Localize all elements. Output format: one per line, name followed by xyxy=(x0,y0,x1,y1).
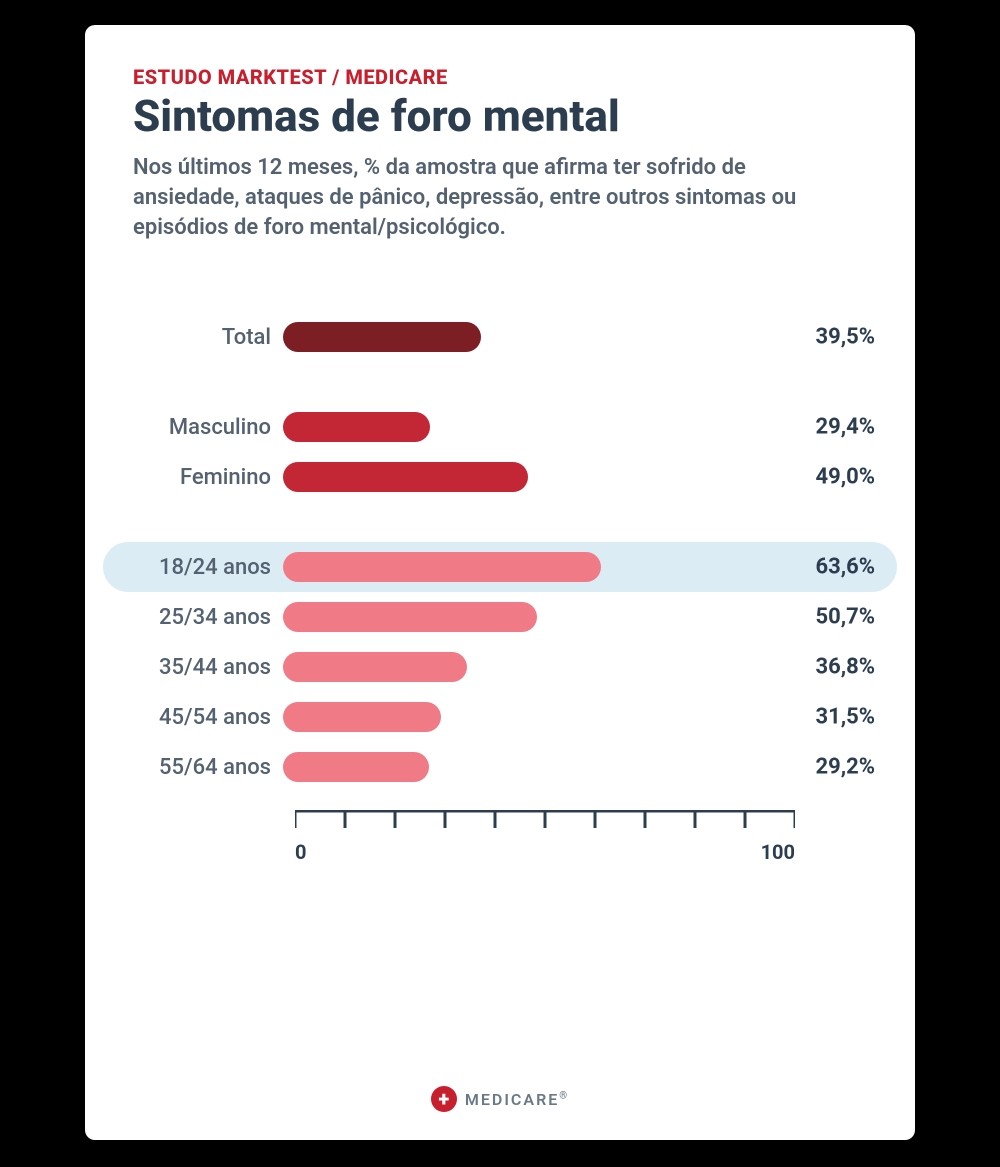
chart-row: 18/24 anos 63,6% xyxy=(103,542,897,592)
bar-track xyxy=(283,312,783,362)
subtitle-text: Nos últimos 12 meses, % da amostra que a… xyxy=(85,139,915,242)
bar xyxy=(283,702,441,732)
brand-name: MEDICARE® xyxy=(465,1090,569,1109)
axis-labels: 0 100 xyxy=(295,840,795,864)
chart-row: Feminino 49,0% xyxy=(85,452,915,502)
row-label: Total xyxy=(85,325,283,350)
chart-row: Masculino 29,4% xyxy=(85,402,915,452)
bar xyxy=(283,652,467,682)
axis-ruler xyxy=(295,810,795,834)
row-label: 35/44 anos xyxy=(85,655,283,680)
bar-track xyxy=(283,742,783,792)
bar xyxy=(283,322,481,352)
row-value: 50,7% xyxy=(815,605,875,630)
bar-track xyxy=(283,402,783,452)
bar-track xyxy=(283,642,783,692)
bar-chart: Total 39,5% Masculino 29,4% Feminino 49,0% 18/… xyxy=(85,312,915,792)
row-label: Masculino xyxy=(85,415,283,440)
chart-row: Total 39,5% xyxy=(85,312,915,362)
row-value: 29,2% xyxy=(815,755,875,780)
chart-row: 35/44 anos 36,8% xyxy=(85,642,915,692)
infographic-card: ESTUDO MARKTEST / MEDICARE Sintomas de f… xyxy=(85,25,915,1140)
plus-icon: + xyxy=(439,1089,450,1109)
bar xyxy=(283,602,537,632)
axis-min-label: 0 xyxy=(295,840,306,864)
registered-mark: ® xyxy=(559,1090,569,1101)
row-label: 25/34 anos xyxy=(85,605,283,630)
x-axis: 0 100 xyxy=(295,810,795,864)
row-value: 63,6% xyxy=(815,555,875,580)
row-value: 29,4% xyxy=(815,415,875,440)
bar xyxy=(283,462,528,492)
row-value: 39,5% xyxy=(815,325,875,350)
chart-row: 55/64 anos 29,2% xyxy=(85,742,915,792)
bar-track xyxy=(283,542,783,592)
row-value: 31,5% xyxy=(815,705,875,730)
row-label: 18/24 anos xyxy=(103,555,283,580)
medicare-logo-icon: + xyxy=(431,1086,457,1112)
row-value: 36,8% xyxy=(815,655,875,680)
bar xyxy=(283,412,430,442)
chart-row: 45/54 anos 31,5% xyxy=(85,692,915,742)
row-label: Feminino xyxy=(85,465,283,490)
brand-text: MEDICARE xyxy=(465,1090,559,1109)
bar-track xyxy=(283,592,783,642)
chart-row: 25/34 anos 50,7% xyxy=(85,592,915,642)
axis-max-label: 100 xyxy=(761,840,795,864)
row-value: 49,0% xyxy=(815,465,875,490)
bar xyxy=(283,752,429,782)
row-label: 55/64 anos xyxy=(85,755,283,780)
footer-brand: + MEDICARE® xyxy=(85,1086,915,1112)
row-label: 45/54 anos xyxy=(85,705,283,730)
eyebrow-text: ESTUDO MARKTEST / MEDICARE xyxy=(85,65,915,89)
bar xyxy=(283,552,601,582)
bar-track xyxy=(283,452,783,502)
main-title: Sintomas de foro mental xyxy=(85,93,915,139)
bar-track xyxy=(283,692,783,742)
